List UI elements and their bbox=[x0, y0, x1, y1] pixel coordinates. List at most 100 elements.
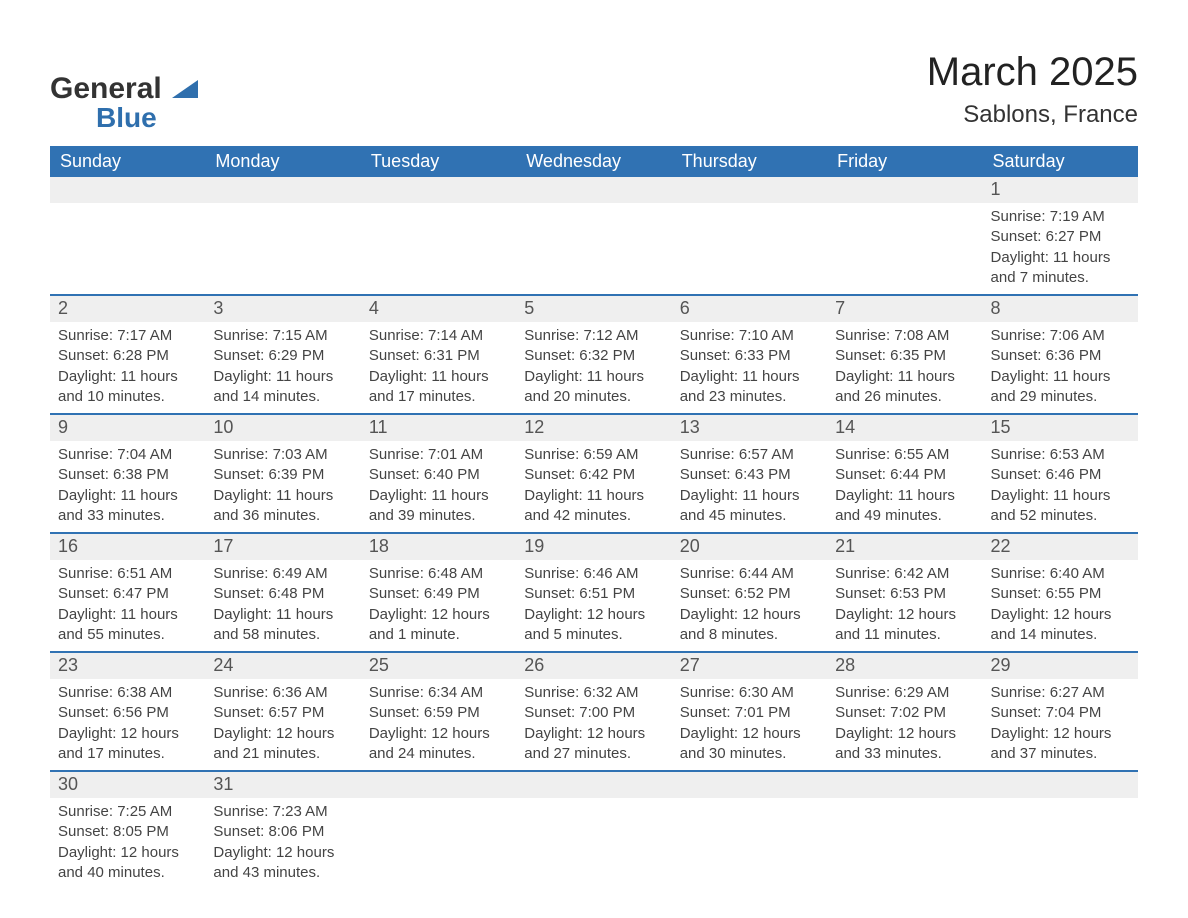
day-cell-number bbox=[827, 177, 982, 203]
day-cell-data: Sunrise: 6:27 AMSunset: 7:04 PMDaylight:… bbox=[983, 679, 1138, 771]
day-cell-data: Sunrise: 6:57 AMSunset: 6:43 PMDaylight:… bbox=[672, 441, 827, 533]
day-number: 12 bbox=[516, 415, 671, 441]
day-cell-number: 31 bbox=[205, 771, 360, 798]
day-data: Sunrise: 7:06 AMSunset: 6:36 PMDaylight:… bbox=[983, 322, 1138, 413]
day-cell-number bbox=[516, 771, 671, 798]
day-line: Daylight: 12 hours bbox=[369, 724, 508, 744]
day-number: 23 bbox=[50, 653, 205, 679]
day-line: Sunrise: 6:40 AM bbox=[991, 564, 1130, 584]
day-cell-number: 28 bbox=[827, 652, 982, 679]
day-line: Sunrise: 6:51 AM bbox=[58, 564, 197, 584]
day-number: 21 bbox=[827, 534, 982, 560]
day-cell-data: Sunrise: 7:08 AMSunset: 6:35 PMDaylight:… bbox=[827, 322, 982, 414]
day-data: Sunrise: 7:14 AMSunset: 6:31 PMDaylight:… bbox=[361, 322, 516, 413]
day-cell-data: Sunrise: 7:04 AMSunset: 6:38 PMDaylight:… bbox=[50, 441, 205, 533]
day-cell-number: 16 bbox=[50, 533, 205, 560]
day-data: Sunrise: 6:34 AMSunset: 6:59 PMDaylight:… bbox=[361, 679, 516, 770]
day-line: Sunrise: 6:59 AM bbox=[524, 445, 663, 465]
day-line: and 17 minutes. bbox=[58, 744, 197, 764]
day-line: Daylight: 11 hours bbox=[991, 367, 1130, 387]
day-line: Sunrise: 7:03 AM bbox=[213, 445, 352, 465]
day-cell-number: 8 bbox=[983, 295, 1138, 322]
day-line: and 45 minutes. bbox=[680, 506, 819, 526]
day-line: Sunrise: 7:01 AM bbox=[369, 445, 508, 465]
daynum-row: 9101112131415 bbox=[50, 414, 1138, 441]
weekday-header: Monday bbox=[205, 146, 360, 177]
day-data bbox=[827, 203, 982, 213]
day-cell-data bbox=[516, 203, 671, 295]
day-line: Sunrise: 6:36 AM bbox=[213, 683, 352, 703]
daydata-row: Sunrise: 6:38 AMSunset: 6:56 PMDaylight:… bbox=[50, 679, 1138, 771]
day-cell-data: Sunrise: 6:59 AMSunset: 6:42 PMDaylight:… bbox=[516, 441, 671, 533]
day-data: Sunrise: 7:12 AMSunset: 6:32 PMDaylight:… bbox=[516, 322, 671, 413]
weekday-header: Friday bbox=[827, 146, 982, 177]
day-line: and 36 minutes. bbox=[213, 506, 352, 526]
day-data: Sunrise: 6:53 AMSunset: 6:46 PMDaylight:… bbox=[983, 441, 1138, 532]
day-line: Sunrise: 7:15 AM bbox=[213, 326, 352, 346]
day-data: Sunrise: 7:15 AMSunset: 6:29 PMDaylight:… bbox=[205, 322, 360, 413]
day-line: Sunrise: 6:46 AM bbox=[524, 564, 663, 584]
day-data: Sunrise: 6:29 AMSunset: 7:02 PMDaylight:… bbox=[827, 679, 982, 770]
day-line: Sunset: 6:47 PM bbox=[58, 584, 197, 604]
day-cell-number: 13 bbox=[672, 414, 827, 441]
day-line: Daylight: 11 hours bbox=[213, 367, 352, 387]
day-line: Sunset: 6:56 PM bbox=[58, 703, 197, 723]
day-line: and 30 minutes. bbox=[680, 744, 819, 764]
daydata-row: Sunrise: 7:25 AMSunset: 8:05 PMDaylight:… bbox=[50, 798, 1138, 889]
day-cell-data: Sunrise: 6:32 AMSunset: 7:00 PMDaylight:… bbox=[516, 679, 671, 771]
day-number: 18 bbox=[361, 534, 516, 560]
day-line: Sunset: 7:01 PM bbox=[680, 703, 819, 723]
day-cell-number: 5 bbox=[516, 295, 671, 322]
day-line: and 27 minutes. bbox=[524, 744, 663, 764]
day-number: 20 bbox=[672, 534, 827, 560]
day-data: Sunrise: 6:55 AMSunset: 6:44 PMDaylight:… bbox=[827, 441, 982, 532]
day-data bbox=[361, 798, 516, 808]
day-number: 1 bbox=[983, 177, 1138, 203]
day-data: Sunrise: 7:04 AMSunset: 6:38 PMDaylight:… bbox=[50, 441, 205, 532]
day-number bbox=[205, 177, 360, 203]
day-data: Sunrise: 6:32 AMSunset: 7:00 PMDaylight:… bbox=[516, 679, 671, 770]
day-line: Sunset: 6:42 PM bbox=[524, 465, 663, 485]
daynum-row: 2345678 bbox=[50, 295, 1138, 322]
day-number bbox=[516, 772, 671, 798]
day-cell-data: Sunrise: 6:38 AMSunset: 6:56 PMDaylight:… bbox=[50, 679, 205, 771]
day-cell-data: Sunrise: 6:46 AMSunset: 6:51 PMDaylight:… bbox=[516, 560, 671, 652]
weekday-header-row: SundayMondayTuesdayWednesdayThursdayFrid… bbox=[50, 146, 1138, 177]
day-line: Daylight: 12 hours bbox=[680, 605, 819, 625]
day-cell-number: 29 bbox=[983, 652, 1138, 679]
day-line: Daylight: 12 hours bbox=[58, 724, 197, 744]
day-cell-data: Sunrise: 6:36 AMSunset: 6:57 PMDaylight:… bbox=[205, 679, 360, 771]
day-cell-data bbox=[827, 798, 982, 889]
day-line: Sunrise: 7:04 AM bbox=[58, 445, 197, 465]
day-number: 30 bbox=[50, 772, 205, 798]
day-cell-data: Sunrise: 6:48 AMSunset: 6:49 PMDaylight:… bbox=[361, 560, 516, 652]
day-cell-number: 4 bbox=[361, 295, 516, 322]
day-cell-data: Sunrise: 7:15 AMSunset: 6:29 PMDaylight:… bbox=[205, 322, 360, 414]
day-number: 8 bbox=[983, 296, 1138, 322]
day-number bbox=[361, 177, 516, 203]
day-line: Sunset: 6:48 PM bbox=[213, 584, 352, 604]
day-number bbox=[983, 772, 1138, 798]
day-data: Sunrise: 7:25 AMSunset: 8:05 PMDaylight:… bbox=[50, 798, 205, 889]
day-line: Sunrise: 6:42 AM bbox=[835, 564, 974, 584]
day-number: 15 bbox=[983, 415, 1138, 441]
day-cell-data: Sunrise: 7:01 AMSunset: 6:40 PMDaylight:… bbox=[361, 441, 516, 533]
day-line: Daylight: 11 hours bbox=[991, 248, 1130, 268]
daydata-row: Sunrise: 7:19 AMSunset: 6:27 PMDaylight:… bbox=[50, 203, 1138, 295]
day-number: 26 bbox=[516, 653, 671, 679]
day-line: Sunset: 6:33 PM bbox=[680, 346, 819, 366]
day-data: Sunrise: 6:49 AMSunset: 6:48 PMDaylight:… bbox=[205, 560, 360, 651]
day-cell-number: 22 bbox=[983, 533, 1138, 560]
day-line: Daylight: 11 hours bbox=[58, 367, 197, 387]
day-line: Daylight: 11 hours bbox=[369, 486, 508, 506]
day-data bbox=[50, 203, 205, 213]
day-number bbox=[672, 772, 827, 798]
day-cell-number bbox=[205, 177, 360, 203]
day-cell-data bbox=[50, 203, 205, 295]
day-line: Sunrise: 6:44 AM bbox=[680, 564, 819, 584]
day-cell-data: Sunrise: 7:06 AMSunset: 6:36 PMDaylight:… bbox=[983, 322, 1138, 414]
logo-icon bbox=[172, 74, 198, 104]
day-number: 6 bbox=[672, 296, 827, 322]
day-line: Sunrise: 6:34 AM bbox=[369, 683, 508, 703]
daydata-row: Sunrise: 7:17 AMSunset: 6:28 PMDaylight:… bbox=[50, 322, 1138, 414]
